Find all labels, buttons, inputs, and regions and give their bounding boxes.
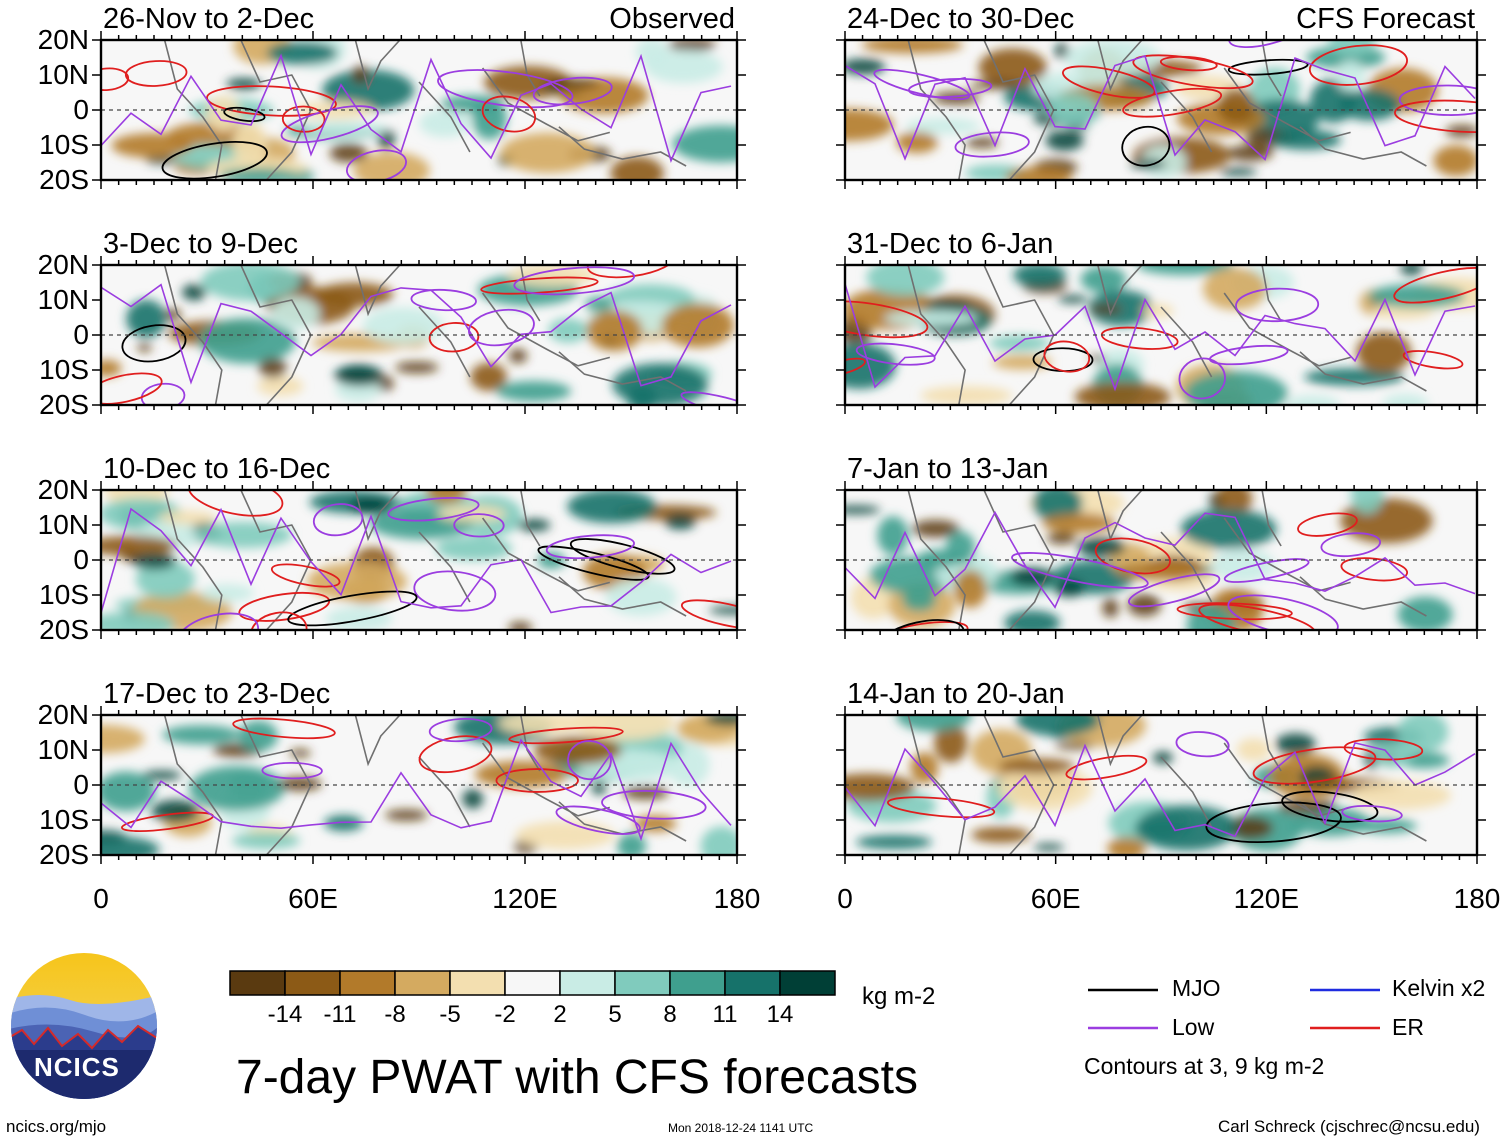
map-panel	[836, 706, 1486, 864]
legend-label-mjo: MJO	[1172, 975, 1221, 1001]
colorbar-swatch	[339, 970, 396, 996]
ncics-logo	[11, 953, 157, 1099]
map-panel	[92, 256, 746, 414]
map-panel	[92, 31, 746, 189]
map-panel	[836, 481, 1486, 639]
latitude-label: 0	[73, 544, 89, 575]
timestamp: Mon 2018-12-24 1141 UTC	[668, 1121, 814, 1135]
colorbar	[229, 970, 836, 996]
panel-date-range: 17-Dec to 23-Dec	[103, 678, 331, 710]
longitude-label: 0	[93, 883, 109, 914]
panel-date-range: 7-Jan to 13-Jan	[847, 453, 1049, 485]
map-panel	[836, 256, 1486, 414]
latitude-label: 10S	[39, 579, 89, 610]
legend-label-kelvin: Kelvin x2	[1392, 975, 1486, 1001]
longitude-label: 120E	[1233, 883, 1300, 914]
panel-date-range: 24-Dec to 30-Dec	[847, 3, 1075, 35]
latitude-label: 20S	[39, 614, 89, 645]
latitude-label: 10N	[37, 284, 89, 315]
longitude-label: 60E	[1030, 883, 1081, 914]
panel-date-range: 31-Dec to 6-Jan	[847, 228, 1054, 260]
map-panel	[92, 481, 746, 639]
legend-label-low: Low	[1172, 1014, 1215, 1040]
latitude-label: 20N	[37, 249, 89, 280]
map-panel	[836, 31, 1486, 189]
longitude-label: 180	[713, 883, 761, 914]
latitude-label: 20S	[39, 389, 89, 420]
colorbar-tick-label: 2	[553, 1001, 567, 1028]
colorbar-swatch	[559, 970, 616, 996]
ncics-url: ncics.org/mjo	[6, 1117, 107, 1136]
latitude-label: 0	[73, 319, 89, 350]
latitude-label: 10N	[37, 59, 89, 90]
latitude-label: 20N	[37, 24, 89, 55]
panel-date-range: 3-Dec to 9-Dec	[103, 228, 299, 260]
legend-label-er: ER	[1392, 1014, 1424, 1040]
latitude-label: 10N	[37, 509, 89, 540]
colorbar-tick-label: -2	[494, 1001, 516, 1028]
colorbar-swatch	[504, 970, 561, 996]
panel-source-label: CFS Forecast	[1296, 3, 1475, 35]
latitude-label: 20N	[37, 474, 89, 505]
colorbar-swatch	[229, 970, 286, 996]
panel-date-range: 14-Jan to 20-Jan	[847, 678, 1065, 710]
colorbar-swatch	[669, 970, 726, 996]
latitude-label: 0	[73, 769, 89, 800]
longitude-label: 60E	[288, 883, 338, 914]
colorbar-swatch	[394, 970, 451, 996]
ncics-logo-label: NCICS	[34, 1052, 120, 1082]
colorbar-tick-label: 5	[608, 1001, 622, 1028]
latitude-label: 20S	[39, 164, 89, 195]
colorbar-units: kg m-2	[862, 983, 936, 1010]
panel-date-range: 10-Dec to 16-Dec	[103, 453, 331, 485]
longitude-label: 120E	[492, 883, 558, 914]
colorbar-tick-label: -8	[384, 1001, 406, 1028]
longitude-label: 0	[837, 883, 853, 914]
latitude-label: 10S	[39, 804, 89, 835]
colorbar-tick-label: -11	[323, 1001, 357, 1028]
colorbar-tick-label: 8	[663, 1001, 677, 1028]
colorbar-tick-label: -14	[267, 1001, 303, 1028]
latitude-label: 20S	[39, 839, 89, 870]
latitude-label: 20N	[37, 699, 89, 730]
colorbar-swatch	[284, 970, 341, 996]
colorbar-tick-label: 11	[712, 1001, 738, 1028]
map-panel	[92, 706, 746, 864]
legend-note: Contours at 3, 9 kg m-2	[1084, 1053, 1325, 1079]
longitude-label: 180	[1453, 883, 1501, 914]
colorbar-tick-label: -5	[439, 1001, 461, 1028]
colorbar-swatch	[724, 970, 781, 996]
colorbar-swatch	[779, 970, 836, 996]
legend-lines	[1088, 988, 1380, 1030]
figure-title: 7-day PWAT with CFS forecasts	[236, 1051, 918, 1104]
colorbar-swatch	[614, 970, 671, 996]
colorbar-tick-label: 14	[766, 1001, 794, 1028]
latitude-label: 10N	[37, 734, 89, 765]
panel-source-label: Observed	[609, 3, 735, 35]
latitude-label: 10S	[39, 354, 89, 385]
author-credit: Carl Schreck (cjschrec@ncsu.edu)	[1218, 1117, 1480, 1136]
colorbar-swatch	[449, 970, 506, 996]
latitude-label: 0	[73, 94, 89, 125]
latitude-label: 10S	[39, 129, 89, 160]
panel-date-range: 26-Nov to 2-Dec	[103, 3, 315, 35]
